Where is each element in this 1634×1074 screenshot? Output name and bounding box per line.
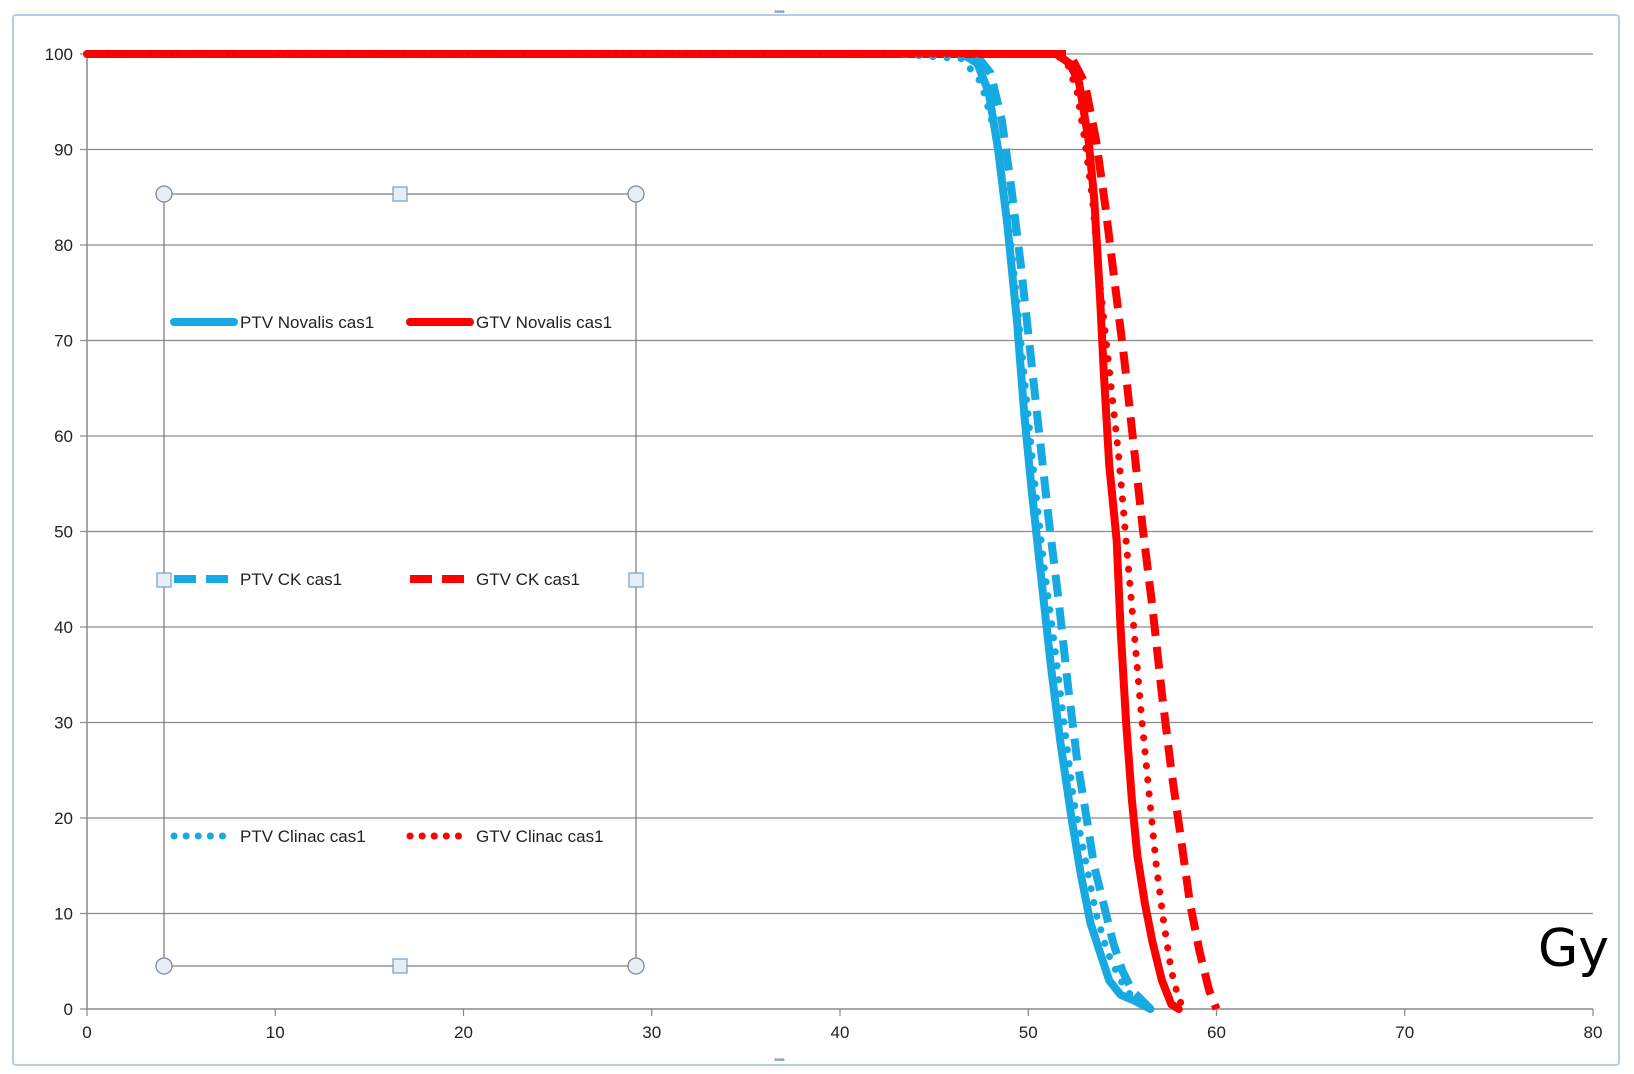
- x-tick-label: 70: [1395, 1023, 1414, 1042]
- y-tick-label: 20: [54, 809, 73, 828]
- legend-edge-handle[interactable]: [392, 958, 408, 974]
- y-tick-label: 70: [54, 332, 73, 351]
- series-line-ptv-ck-cas1[interactable]: [87, 50, 1154, 1012]
- y-tick-label: 30: [54, 714, 73, 733]
- y-tick-label: 0: [64, 1000, 73, 1019]
- series-line-gtv-clinac-cas1[interactable]: [83, 50, 1188, 1013]
- x-tick-label: 30: [642, 1023, 661, 1042]
- legend-item[interactable]: PTV CK cas1: [174, 570, 342, 589]
- legend-corner-handle[interactable]: [155, 957, 173, 975]
- y-tick-label: 60: [54, 427, 73, 446]
- x-tick-label: 50: [1019, 1023, 1038, 1042]
- x-tick-labels: 0 10 20 30 40 50 60 70 80: [82, 1009, 1602, 1042]
- legend-item[interactable]: PTV Novalis cas1: [170, 313, 374, 332]
- legend-item[interactable]: GTV CK cas1: [410, 570, 580, 589]
- gridlines: [87, 53, 1593, 915]
- legend-edge-handle[interactable]: [628, 572, 644, 588]
- legend-corner-handle[interactable]: [155, 185, 173, 203]
- x-tick-label: 40: [831, 1023, 850, 1042]
- legend-item[interactable]: GTV Clinac cas1: [406, 827, 604, 846]
- y-tick-label: 40: [54, 618, 73, 637]
- x-unit-label: Gy: [1538, 919, 1609, 979]
- x-tick-label: 20: [454, 1023, 473, 1042]
- x-tick-label: 80: [1584, 1023, 1603, 1042]
- x-tick-label: 60: [1207, 1023, 1226, 1042]
- y-tick-label: 10: [54, 905, 73, 924]
- y-tick-label: 90: [54, 141, 73, 160]
- series-line-gtv-novalis-cas1[interactable]: [83, 50, 1183, 1013]
- legend-label: PTV Clinac cas1: [240, 827, 366, 846]
- y-tick-label: 100: [45, 45, 73, 64]
- legend-item[interactable]: GTV Novalis cas1: [406, 313, 612, 332]
- legend-edge-handle[interactable]: [392, 186, 408, 202]
- legend-label: PTV Novalis cas1: [240, 313, 374, 332]
- resize-handle-bottom[interactable]: ••••: [774, 1055, 785, 1066]
- legend-corner-handle[interactable]: [627, 957, 645, 975]
- x-tick-label: 0: [82, 1023, 91, 1042]
- legend-item[interactable]: PTV Clinac cas1: [170, 827, 366, 846]
- legend-label: PTV CK cas1: [240, 570, 342, 589]
- resize-handle-top[interactable]: ••••: [774, 7, 785, 18]
- legend-edge-handle[interactable]: [156, 572, 172, 588]
- y-tick-labels: 0 10 20 30 40 50 60 70 80 90 100: [45, 45, 87, 1019]
- legend-label: GTV Novalis cas1: [476, 313, 612, 332]
- legend-label: GTV CK cas1: [476, 570, 580, 589]
- chart-area[interactable]: •••• ••••: [12, 8, 1620, 1066]
- y-tick-label: 50: [54, 523, 73, 542]
- y-tick-label: 80: [54, 236, 73, 255]
- legend-label: GTV Clinac cas1: [476, 827, 604, 846]
- legend[interactable]: PTV Novalis cas1 GTV Novalis cas1 PTV CK c…: [155, 185, 645, 975]
- series-lines: [83, 50, 1221, 1013]
- x-tick-label: 10: [266, 1023, 285, 1042]
- series-line-gtv-ck-cas1[interactable]: [87, 50, 1221, 1011]
- series-line-ptv-novalis-cas1[interactable]: [83, 50, 1155, 1013]
- series-line-ptv-clinac-cas1[interactable]: [83, 50, 1151, 1013]
- legend-corner-handle[interactable]: [627, 185, 645, 203]
- legend-selection-handles[interactable]: [155, 185, 645, 975]
